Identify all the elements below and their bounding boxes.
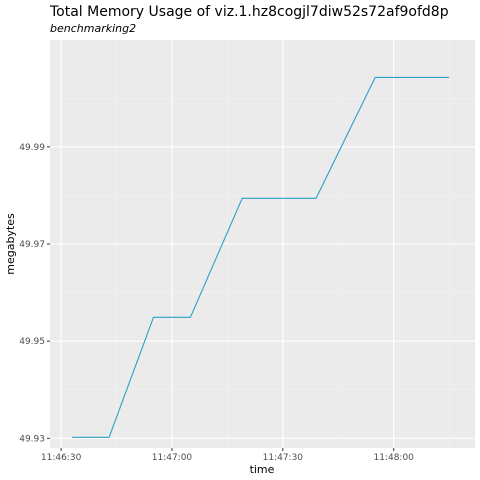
major-gridlines	[50, 40, 475, 448]
series-line	[72, 76, 450, 438]
x-axis-title: time	[250, 463, 275, 476]
x-tick-label: 11:47:00	[152, 453, 193, 463]
x-tick-label: 11:46:30	[41, 453, 82, 463]
x-axis: 11:46:30 11:47:00 11:47:30 11:48:00	[41, 448, 414, 463]
y-tick-label: 49.93	[19, 434, 45, 444]
y-tick-label: 49.97	[19, 240, 45, 250]
y-tick-label: 49.99	[19, 143, 45, 153]
series-layer	[72, 76, 450, 438]
y-axis-title: megabytes	[4, 213, 17, 275]
x-tick-label: 11:48:00	[373, 453, 414, 463]
y-axis: 49.93 49.95 49.97 49.99	[19, 143, 50, 444]
chart-subtitle: benchmarking2	[50, 22, 136, 35]
x-tick-label: 11:47:30	[263, 453, 304, 463]
y-tick-label: 49.95	[19, 337, 45, 347]
chart-title: Total Memory Usage of viz.1.hz8cogjl7diw…	[49, 4, 449, 20]
